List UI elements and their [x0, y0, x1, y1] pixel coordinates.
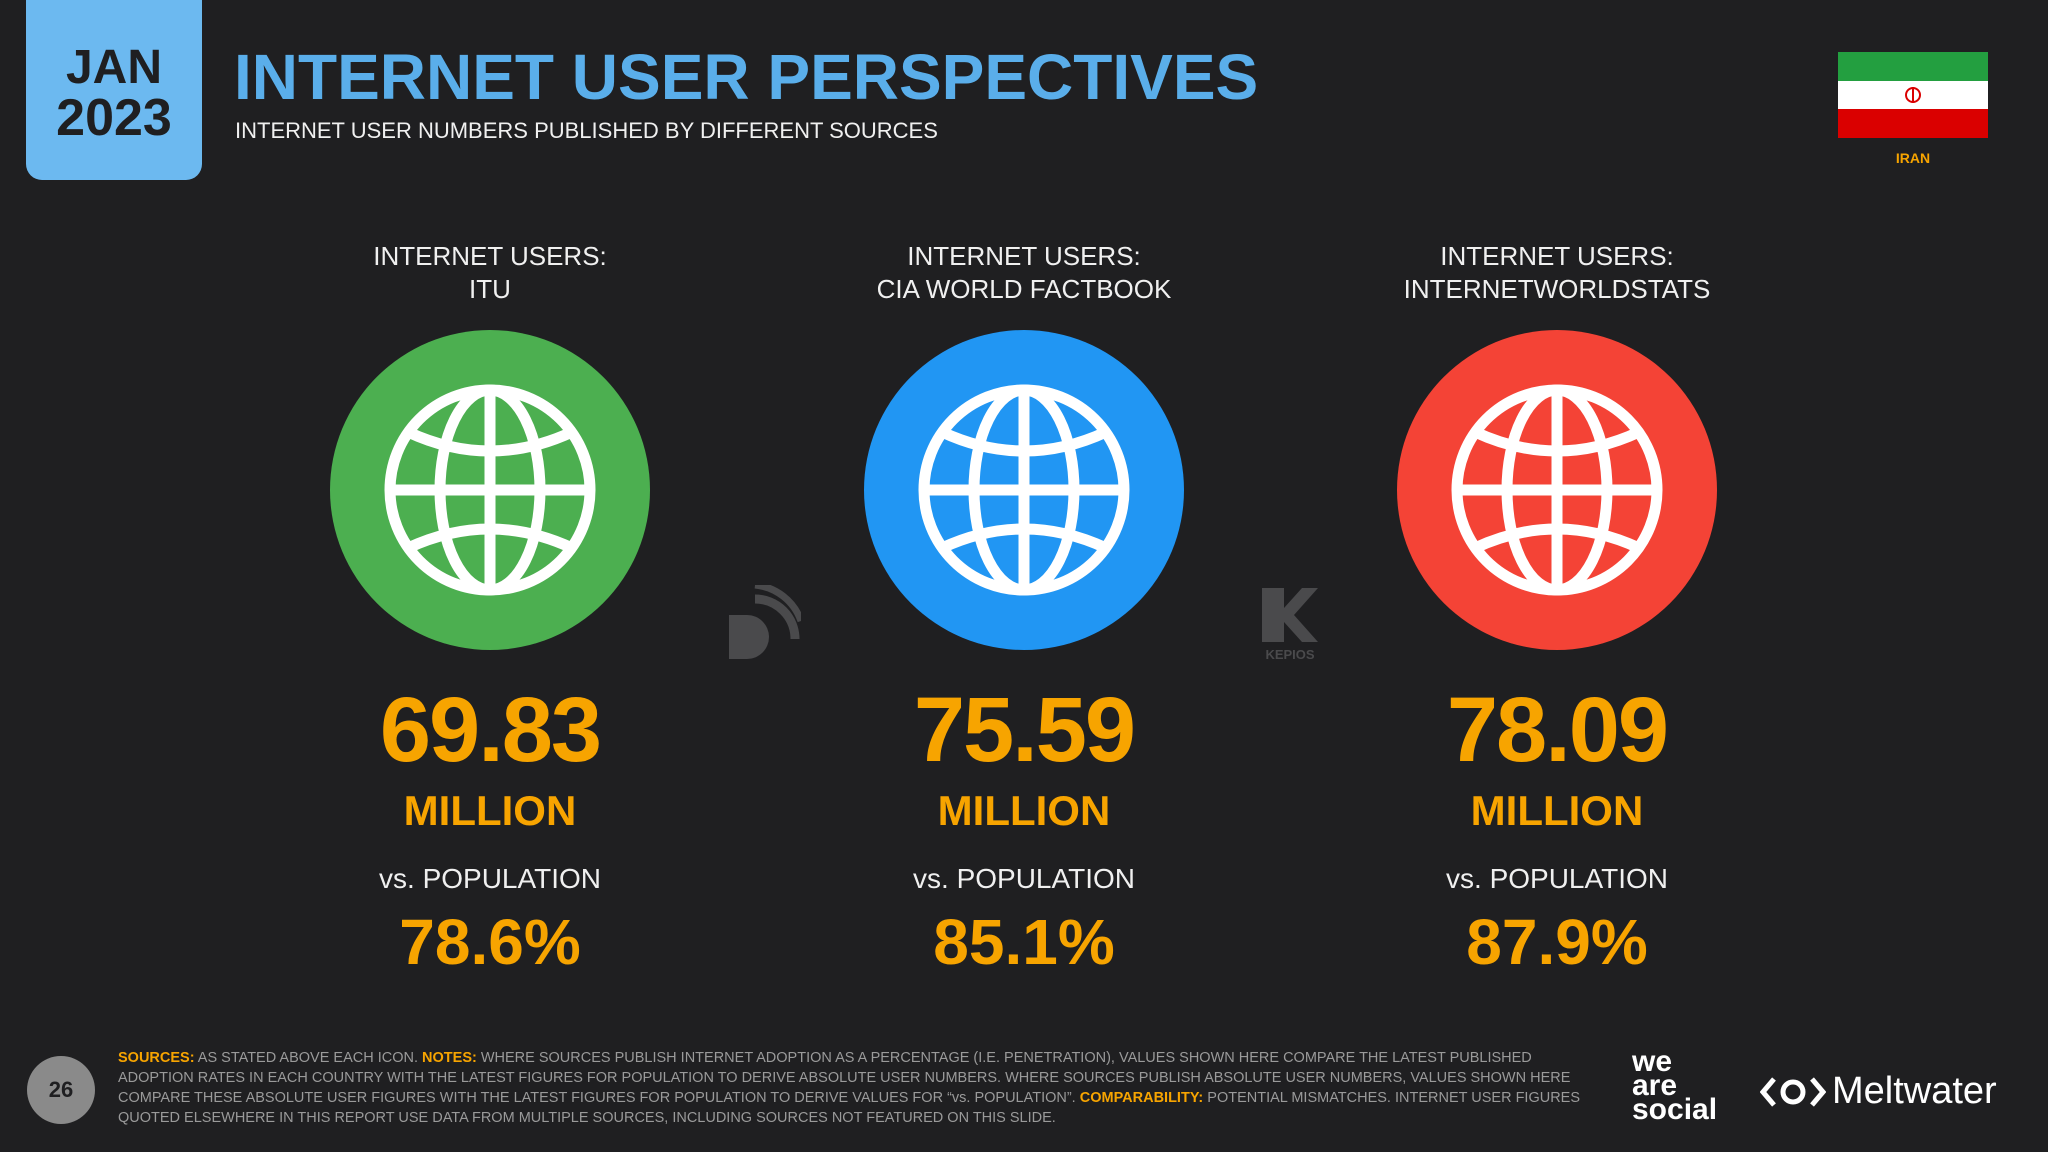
users-unit: MILLION: [937, 787, 1111, 834]
datareportal-watermark-icon: [729, 585, 801, 659]
meltwater-mark-icon: [1760, 1076, 1826, 1107]
page-title: INTERNET USER PERSPECTIVES: [234, 41, 1259, 113]
population-percent: 87.9%: [1466, 906, 1648, 978]
vs-population-label: vs. POPULATION: [913, 863, 1135, 894]
users-value: 75.59: [913, 679, 1136, 781]
population-percent: 78.6%: [399, 906, 581, 978]
users-unit: MILLION: [1470, 787, 1644, 834]
users-value: 69.83: [379, 679, 602, 781]
users-value: 78.09: [1446, 679, 1669, 781]
source-column-cia: INTERNET USERS: CIA WORLD FACTBOOK 75.59 …: [764, 240, 1284, 978]
badge-month: JAN: [65, 41, 163, 94]
date-badge: JAN 2023: [26, 0, 202, 180]
kepios-logo-icon: [1262, 588, 1318, 642]
vs-population-label: vs. POPULATION: [379, 863, 601, 894]
badge-year: 2023: [56, 89, 172, 147]
source-label: INTERNET USERS: INTERNETWORLDSTATS: [1403, 241, 1711, 304]
kepios-watermark: KEPIOS: [1260, 588, 1320, 662]
vs-population-label: vs. POPULATION: [1446, 863, 1668, 894]
iran-flag-icon: [1838, 52, 1988, 138]
population-percent: 85.1%: [933, 906, 1115, 978]
globe-icon: [330, 330, 650, 650]
users-unit: MILLION: [403, 787, 577, 834]
globe-icon: [1397, 330, 1717, 650]
source-label: INTERNET USERS: CIA WORLD FACTBOOK: [876, 241, 1172, 304]
country-label: IRAN: [1895, 150, 1931, 166]
we-are-social-logo: we are social: [1632, 1045, 1718, 1126]
page-number: 26: [27, 1056, 95, 1124]
source-column-internetworldstats: INTERNET USERS: INTERNETWORLDSTATS 78.09 …: [1297, 240, 1817, 978]
source-column-itu: INTERNET USERS: ITU 69.83 MILLION vs. POP…: [230, 240, 750, 978]
page-subtitle: INTERNET USER NUMBERS PUBLISHED BY DIFFE…: [235, 118, 938, 143]
meltwater-logo: Meltwater: [1760, 1070, 1997, 1113]
source-label: INTERNET USERS: ITU: [373, 241, 607, 304]
footer-notes: SOURCES: AS STATED ABOVE EACH ICON. NOTE…: [118, 1050, 1581, 1126]
globe-icon: [864, 330, 1184, 650]
